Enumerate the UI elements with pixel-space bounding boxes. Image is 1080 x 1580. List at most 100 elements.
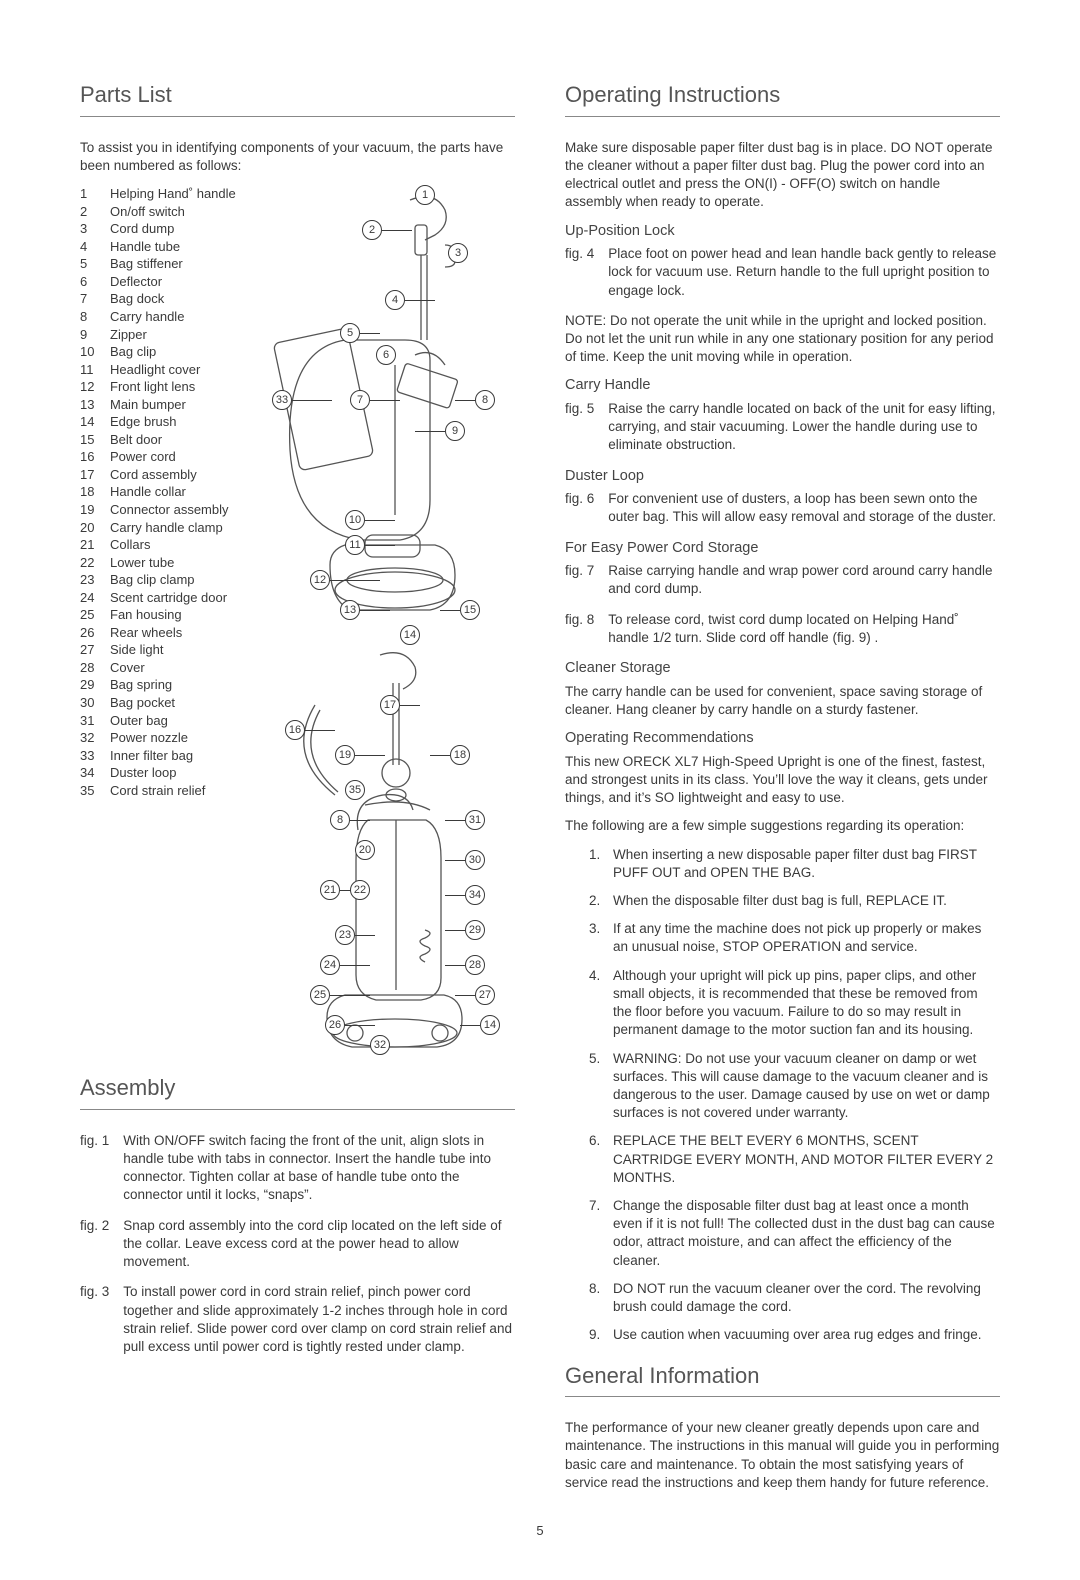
callout-lead <box>330 995 370 996</box>
ops-item-text: When inserting a new disposable paper fi… <box>613 846 1000 882</box>
callout-number: 23 <box>335 925 355 945</box>
parts-list-row: 4Handle tube <box>80 238 240 256</box>
parts-list-row: 8Carry handle <box>80 308 240 326</box>
callout-number: 35 <box>345 780 365 800</box>
parts-list-row: 22Lower tube <box>80 554 240 572</box>
ops-list-item: 3.If at any time the machine does not pi… <box>589 920 1000 956</box>
callout-lead <box>365 520 395 521</box>
part-number: 28 <box>80 659 98 677</box>
part-number: 10 <box>80 343 98 361</box>
callout-number: 20 <box>355 840 375 860</box>
part-name: Power nozzle <box>110 729 188 747</box>
parts-list-heading: Parts List <box>80 80 515 110</box>
diagram-callout: 18 <box>430 745 470 765</box>
ops-item-number: 7. <box>589 1197 605 1270</box>
ops-item-text: When the disposable filter dust bag is f… <box>613 892 947 910</box>
part-number: 12 <box>80 378 98 396</box>
assembly-fig-row: fig. 3To install power cord in cord stra… <box>80 1283 515 1356</box>
callout-lead <box>365 545 395 546</box>
ops-item-number: 1. <box>589 846 605 882</box>
diagram-callout: 1 <box>415 185 435 205</box>
part-name: Edge brush <box>110 413 177 431</box>
diagram-callout: 14 <box>460 1015 500 1035</box>
callout-number: 15 <box>460 600 480 620</box>
part-number: 9 <box>80 326 98 344</box>
fig-text: Raise the carry handle located on back o… <box>608 400 1000 455</box>
fig-text: Place foot on power head and lean handle… <box>608 245 1000 300</box>
callout-lead <box>330 580 380 581</box>
part-name: Bag clip clamp <box>110 571 195 589</box>
ops-list-item: 9.Use caution when vacuuming over area r… <box>589 1326 1000 1344</box>
parts-list-row: 24Scent cartridge door <box>80 589 240 607</box>
part-number: 14 <box>80 413 98 431</box>
diagram-callout: 14 <box>400 625 420 645</box>
fig-label: fig. 6 <box>565 490 594 526</box>
right-column: Operating Instructions Make sure disposa… <box>565 80 1000 1502</box>
part-number: 33 <box>80 747 98 765</box>
callout-lead <box>440 610 460 611</box>
callout-number: 12 <box>310 570 330 590</box>
part-number: 23 <box>80 571 98 589</box>
part-number: 21 <box>80 536 98 554</box>
callout-lead <box>460 1025 480 1026</box>
parts-list-row: 18Handle collar <box>80 483 240 501</box>
callout-number: 1 <box>415 185 435 205</box>
callout-number: 9 <box>445 421 465 441</box>
diagram-callout: 15 <box>440 600 480 620</box>
ops-item-text: REPLACE THE BELT EVERY 6 MONTHS, SCENT C… <box>613 1132 1000 1187</box>
part-name: Bag pocket <box>110 694 175 712</box>
part-name: Collars <box>110 536 150 554</box>
diagram-callout: 33 <box>272 390 332 410</box>
callout-number: 19 <box>335 745 355 765</box>
callout-number: 6 <box>376 345 396 365</box>
parts-list-row: 11Headlight cover <box>80 361 240 379</box>
diagram-callout: 9 <box>415 421 465 441</box>
operating-fig-row: fig. 7Raise carrying handle and wrap pow… <box>565 562 1000 598</box>
callout-number: 14 <box>480 1015 500 1035</box>
diagram-callout: 3 <box>448 243 468 263</box>
callout-lead <box>350 820 370 821</box>
fig-label: fig. 1 <box>80 1132 109 1205</box>
part-name: Cover <box>110 659 145 677</box>
part-number: 7 <box>80 290 98 308</box>
callout-number: 28 <box>465 955 485 975</box>
parts-list-row: 17Cord assembly <box>80 466 240 484</box>
ops-item-number: 9. <box>589 1326 605 1344</box>
diagram-callout: 28 <box>445 955 485 975</box>
callout-lead <box>430 755 450 756</box>
part-number: 34 <box>80 764 98 782</box>
parts-list: 1Helping Hand˚ handle2On/off switch3Cord… <box>80 185 240 1055</box>
fig-text: To release cord, twist cord dump located… <box>608 611 1000 647</box>
part-name: Handle tube <box>110 238 180 256</box>
operating-heading: Operating Instructions <box>565 80 1000 110</box>
part-name: Zipper <box>110 326 147 344</box>
diagram-callout: 29 <box>445 920 485 940</box>
parts-list-row: 9 Zipper <box>80 326 240 344</box>
callout-number: 26 <box>325 1015 345 1035</box>
ops-item-number: 8. <box>589 1280 605 1316</box>
part-number: 25 <box>80 606 98 624</box>
parts-list-row: 3Cord dump <box>80 220 240 238</box>
part-name: Power cord <box>110 448 176 466</box>
fig-label: fig. 3 <box>80 1283 109 1356</box>
callout-lead <box>355 935 375 936</box>
part-name: Connector assembly <box>110 501 229 519</box>
callout-lead <box>360 610 390 611</box>
parts-list-row: 30Bag pocket <box>80 694 240 712</box>
fig-text: For convenient use of dusters, a loop ha… <box>608 490 1000 526</box>
callout-lead <box>305 730 335 731</box>
diagram-callout: 30 <box>445 850 485 870</box>
part-number: 2 <box>80 203 98 221</box>
callout-lead <box>400 705 420 706</box>
part-name: On/off switch <box>110 203 185 221</box>
callout-lead <box>340 965 370 966</box>
left-column: Parts List To assist you in identifying … <box>80 80 515 1502</box>
diagram-callout: 31 <box>445 810 485 830</box>
section-note: NOTE: Do not operate the unit while in t… <box>565 312 1000 367</box>
part-name: Helping Hand˚ handle <box>110 185 236 203</box>
ops-list-item: 4.Although your upright will pick up pin… <box>589 967 1000 1040</box>
operating-intro: Make sure disposable paper filter dust b… <box>565 139 1000 212</box>
section-subhead: Duster Loop <box>565 467 1000 487</box>
diagram-callout: 26 <box>325 1015 375 1035</box>
part-number: 18 <box>80 483 98 501</box>
